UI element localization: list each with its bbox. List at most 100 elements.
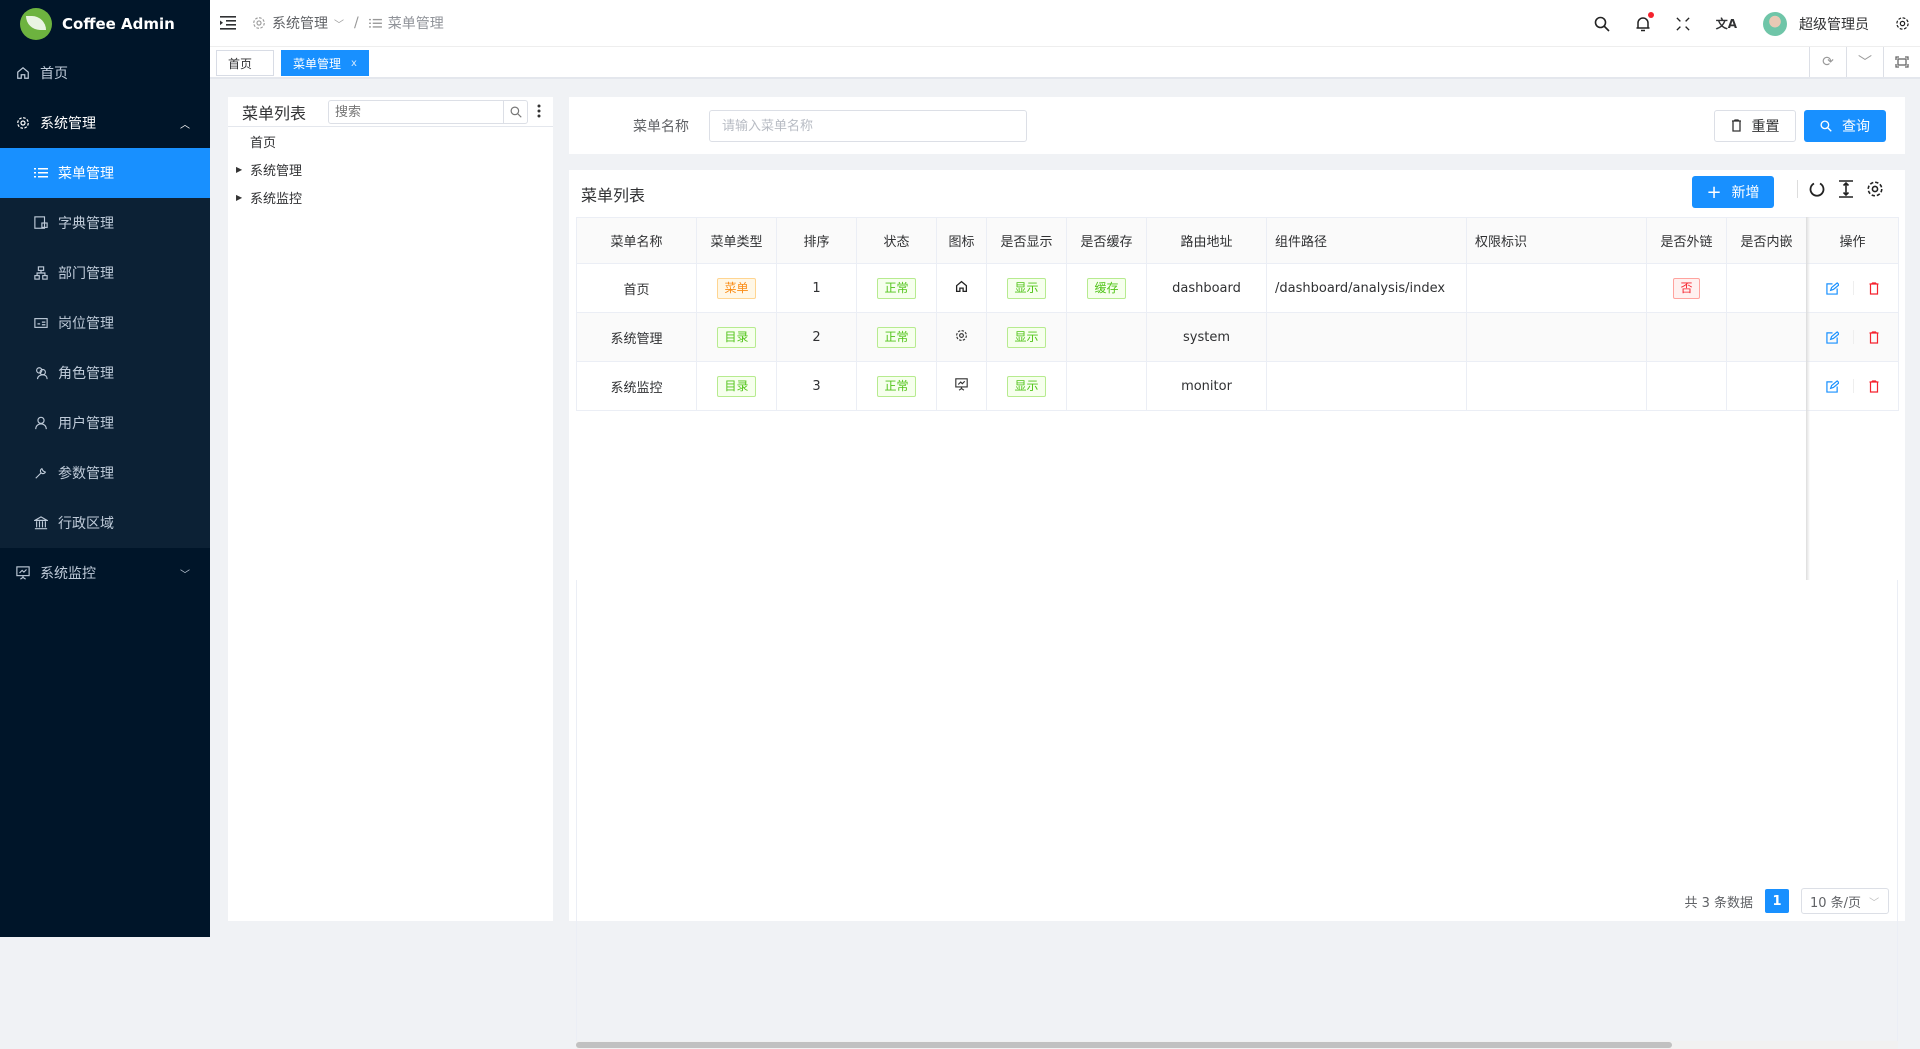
user-name: 超级管理员 <box>1799 16 1869 33</box>
sidebar-item-monitor[interactable]: 系统监控 ﹀ <box>0 548 210 598</box>
settings-icon[interactable] <box>1866 180 1884 198</box>
user-menu[interactable]: 超级管理员 <box>1763 11 1869 36</box>
edit-icon[interactable] <box>1825 379 1839 393</box>
tab-bar: 首页 菜单管理 x ⟳ ﹀ <box>210 47 1920 79</box>
menu-table-panel: 菜单列表 + 新增 菜单名称 菜单类型 排序 状态 图标 是否显示 是否缓存 路由地址 组件路径… <box>569 170 1905 1049</box>
sidebar-item-post[interactable]: 岗位管理 <box>0 298 210 348</box>
menu-name-input[interactable] <box>709 109 1027 142</box>
sidebar-item-label: 行政区域 <box>58 516 114 532</box>
maximize-button[interactable] <box>1883 47 1920 77</box>
edit-icon[interactable] <box>1825 330 1839 344</box>
search-form: 菜单名称 重置 查询 <box>569 97 1905 154</box>
tab-label: 菜单管理 <box>293 56 342 71</box>
monitor-icon <box>955 377 968 391</box>
caret-right-icon[interactable]: ▶ <box>236 192 243 202</box>
cell-external <box>1646 312 1727 362</box>
cell-visible: 显示 <box>986 312 1067 362</box>
tag: 缓存 <box>1087 277 1126 299</box>
breadcrumb-item[interactable]: 系统管理 <box>272 16 328 32</box>
sidebar-item-role[interactable]: 角色管理 <box>0 348 210 398</box>
sidebar-item-home[interactable]: 首页 <box>0 48 210 98</box>
table-empty-area <box>576 580 1898 1043</box>
refresh-tab-button[interactable]: ⟳ <box>1809 47 1846 77</box>
top-header: 系统管理 ﹀ / 菜单管理 文A 超级管理员 <box>210 0 1920 47</box>
sidebar-item-dictionary[interactable]: 字典管理 <box>0 198 210 248</box>
sidebar-item-label: 角色管理 <box>58 366 114 382</box>
chevron-down-icon: ﹀ <box>334 19 344 31</box>
tree-search-button[interactable] <box>503 100 527 123</box>
column-header: 菜单名称 <box>576 217 697 264</box>
breadcrumb: 系统管理 ﹀ / 菜单管理 <box>252 13 444 33</box>
sidebar-item-menu[interactable]: 菜单管理 <box>0 148 210 198</box>
sidebar-item-department[interactable]: 部门管理 <box>0 248 210 298</box>
delete-icon[interactable] <box>1868 379 1880 393</box>
tree-node-label: 系统监控 <box>250 191 303 207</box>
tab-home[interactable]: 首页 <box>216 50 274 76</box>
menu-fold-icon[interactable] <box>220 16 236 30</box>
edit-icon[interactable] <box>1825 281 1839 295</box>
tab-dropdown-button[interactable]: ﹀ <box>1846 47 1883 77</box>
tag: 菜单 <box>717 277 756 299</box>
sidebar-item-label: 参数管理 <box>58 466 114 482</box>
tree-node[interactable]: ▶ 系统监控 <box>228 183 553 211</box>
more-vertical-icon[interactable] <box>537 104 541 118</box>
add-button[interactable]: + 新增 <box>1692 176 1774 208</box>
search-icon[interactable] <box>1594 16 1610 32</box>
table-row[interactable]: 系统管理 目录 2 正常 显示 system <box>576 312 1899 362</box>
tag: 显示 <box>1007 326 1046 348</box>
notification-button[interactable] <box>1636 11 1654 32</box>
scrollbar-thumb[interactable] <box>576 1042 1672 1048</box>
table-row[interactable]: 首页 菜单 1 正常 显示 缓存 dashboard/dashboard/analysis/… <box>576 263 1899 313</box>
cell-visible: 显示 <box>986 263 1067 313</box>
sidebar-item-user[interactable]: 用户管理 <box>0 398 210 448</box>
logo[interactable]: Coffee Admin <box>0 0 210 48</box>
translate-icon[interactable]: 文A <box>1715 17 1737 31</box>
breadcrumb-current: 菜单管理 <box>387 16 444 32</box>
users-icon <box>36 367 48 380</box>
table-row[interactable]: 系统监控 目录 3 正常 显示 monitor <box>576 361 1899 411</box>
tag: 否 <box>1673 277 1700 299</box>
cell-visible: 显示 <box>986 361 1067 411</box>
menu-table: 菜单名称 菜单类型 排序 状态 图标 是否显示 是否缓存 路由地址 组件路径 权限标识 是否外链 是否… <box>576 217 1899 411</box>
column-height-icon[interactable] <box>1838 180 1854 198</box>
delete-icon[interactable] <box>1868 281 1880 295</box>
column-header: 组件路径 <box>1266 217 1467 264</box>
refresh-icon[interactable] <box>1808 180 1826 198</box>
divider <box>1852 379 1854 393</box>
wrench-icon <box>35 467 47 479</box>
tag: 正常 <box>877 375 916 397</box>
menu-name-label: 菜单名称 <box>633 118 689 135</box>
page-size-select[interactable]: 10 条/页 ﹀ <box>1801 888 1889 914</box>
cell-embed <box>1726 361 1807 411</box>
delete-icon[interactable] <box>1868 330 1880 344</box>
sidebar-item-label: 系统管理 <box>40 116 96 132</box>
button-label: 查询 <box>1842 118 1870 135</box>
cell-type: 目录 <box>696 361 777 411</box>
cell-name: 首页 <box>576 263 697 313</box>
sidebar-item-region[interactable]: 行政区域 <box>0 498 210 548</box>
cell-name: 系统监控 <box>576 361 697 411</box>
column-header: 是否显示 <box>986 217 1067 264</box>
horizontal-scrollbar[interactable] <box>576 1041 1898 1049</box>
tree-node[interactable]: ▶ 系统管理 <box>228 155 553 183</box>
close-icon[interactable]: x <box>351 57 357 69</box>
sidebar-item-system[interactable]: 系统管理 ︿ <box>0 98 210 148</box>
fullscreen-icon[interactable] <box>1676 16 1690 31</box>
tree-node[interactable]: 首页 <box>228 127 553 155</box>
tree-node-label: 首页 <box>250 135 277 151</box>
cell-sort: 2 <box>776 312 857 362</box>
tag: 显示 <box>1007 277 1046 299</box>
sidebar-item-params[interactable]: 参数管理 <box>0 448 210 498</box>
caret-right-icon[interactable]: ▶ <box>236 164 243 174</box>
reset-button[interactable]: 重置 <box>1714 109 1796 142</box>
sidebar-item-label: 用户管理 <box>58 416 114 432</box>
tree-search-input[interactable] <box>329 104 503 119</box>
gear-icon <box>955 329 968 342</box>
tab-menu-management[interactable]: 菜单管理 x <box>281 50 369 76</box>
page-1-button[interactable]: 1 <box>1765 889 1789 913</box>
settings-icon[interactable] <box>1895 16 1910 31</box>
query-button[interactable]: 查询 <box>1804 109 1886 142</box>
tree-title: 菜单列表 <box>242 103 307 123</box>
tag: 正常 <box>877 326 916 348</box>
avatar <box>1763 11 1787 36</box>
